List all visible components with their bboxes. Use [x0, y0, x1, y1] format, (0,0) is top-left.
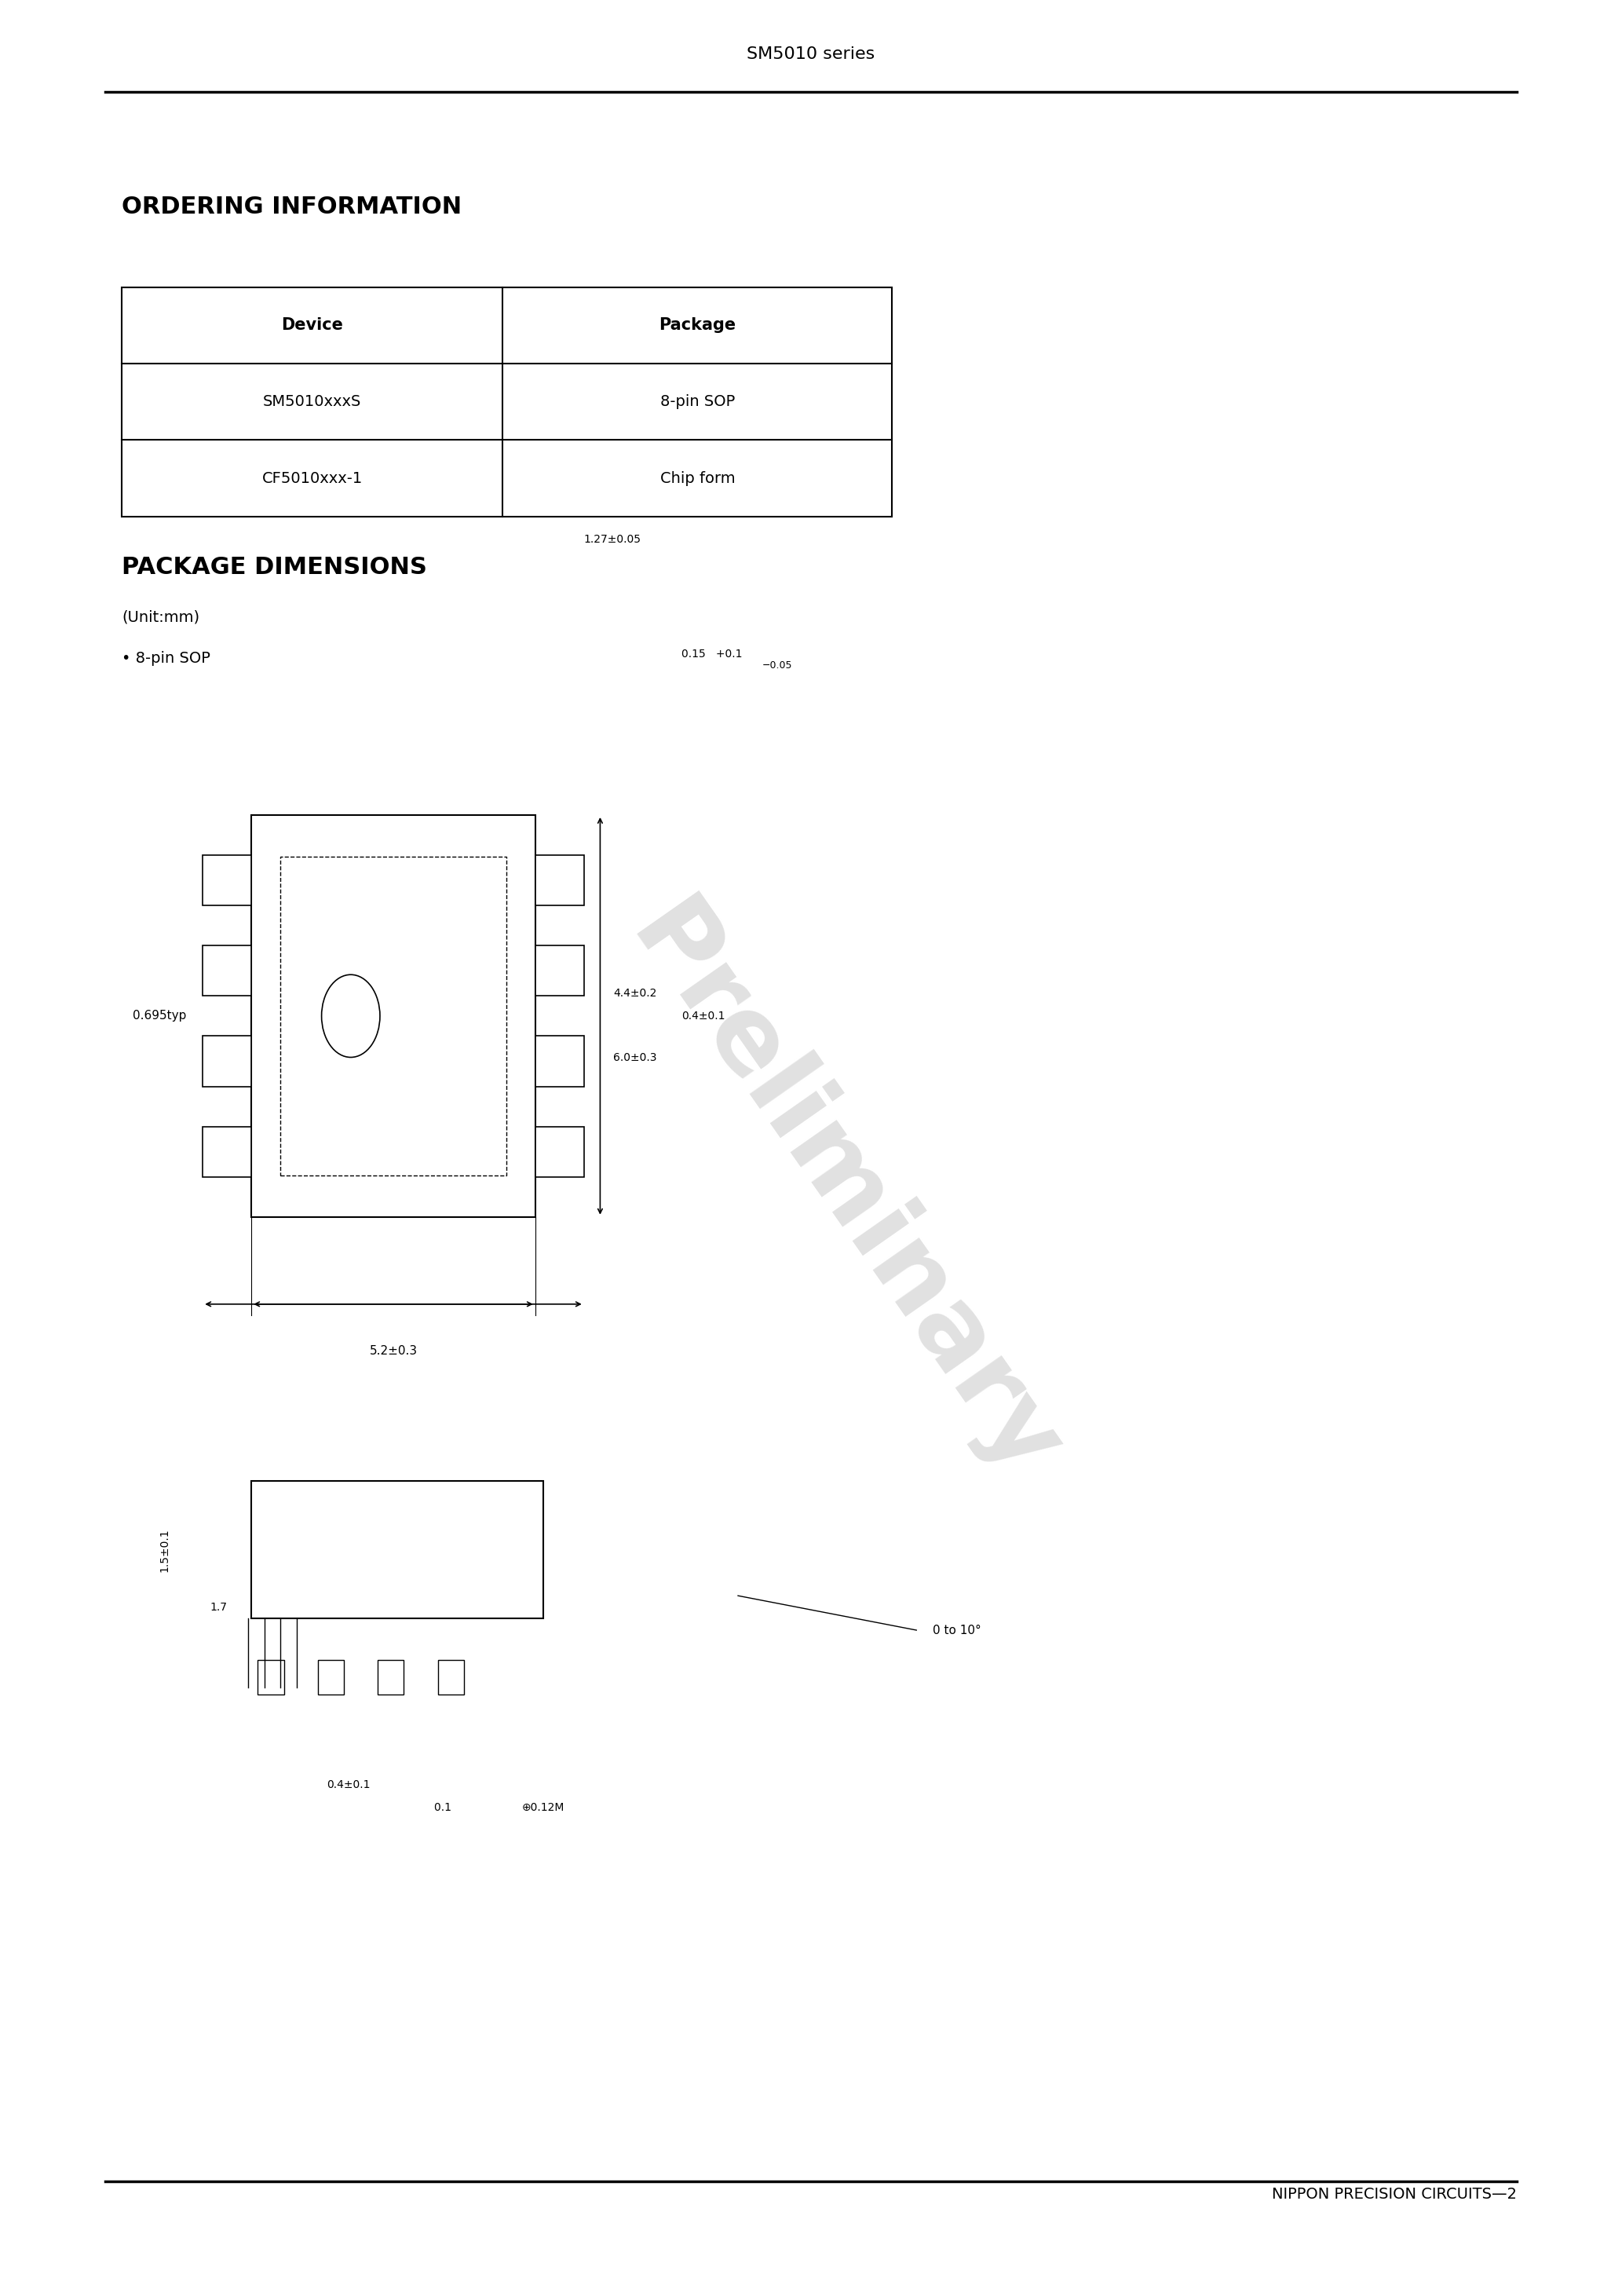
Text: Preliminary: Preliminary: [608, 889, 1079, 1499]
Bar: [203, 1035, 251, 1086]
Text: 1.7: 1.7: [209, 1603, 227, 1612]
Bar: [535, 946, 584, 996]
Text: Package: Package: [659, 317, 736, 333]
Text: ⊕0.12M: ⊕0.12M: [522, 1802, 564, 1814]
Text: PACKAGE DIMENSIONS: PACKAGE DIMENSIONS: [122, 556, 427, 579]
Text: Chip form: Chip form: [660, 471, 735, 487]
Text: 0.4±0.1: 0.4±0.1: [681, 1010, 725, 1022]
Bar: [318, 1660, 344, 1694]
Text: NIPPON PRECISION CIRCUITS—2: NIPPON PRECISION CIRCUITS—2: [1272, 2188, 1517, 2202]
Text: 0.4±0.1: 0.4±0.1: [328, 1779, 370, 1791]
Bar: [535, 1035, 584, 1086]
Bar: [203, 946, 251, 996]
Text: Device: Device: [281, 317, 344, 333]
Bar: [203, 1127, 251, 1178]
Text: 6.0±0.3: 6.0±0.3: [613, 1052, 657, 1063]
Text: −0.05: −0.05: [762, 661, 793, 670]
Text: 8-pin SOP: 8-pin SOP: [660, 395, 735, 409]
Text: (Unit:mm): (Unit:mm): [122, 611, 200, 625]
Text: 5.2±0.3: 5.2±0.3: [370, 1345, 417, 1357]
Bar: [281, 856, 506, 1176]
Bar: [378, 1660, 404, 1694]
Text: CF5010xxx-1: CF5010xxx-1: [261, 471, 363, 487]
Text: SM5010 series: SM5010 series: [746, 46, 876, 62]
Text: 0.695typ: 0.695typ: [133, 1010, 187, 1022]
Text: 0.1: 0.1: [435, 1802, 457, 1814]
Bar: [258, 1660, 284, 1694]
Bar: [438, 1660, 464, 1694]
Text: 0 to 10°: 0 to 10°: [933, 1623, 981, 1637]
Bar: [251, 815, 535, 1217]
Bar: [251, 1481, 543, 1619]
Bar: [535, 854, 584, 905]
Text: 1.27±0.05: 1.27±0.05: [584, 535, 641, 544]
Text: ORDERING INFORMATION: ORDERING INFORMATION: [122, 195, 462, 218]
Text: • 8-pin SOP: • 8-pin SOP: [122, 652, 211, 666]
Text: 0.15   +0.1: 0.15 +0.1: [681, 650, 743, 659]
Text: SM5010xxxS: SM5010xxxS: [263, 395, 362, 409]
Text: 1.5±0.1: 1.5±0.1: [159, 1527, 170, 1573]
Bar: [203, 854, 251, 905]
Bar: [535, 1127, 584, 1178]
Bar: [122, 287, 892, 517]
Text: 4.4±0.2: 4.4±0.2: [613, 987, 657, 999]
